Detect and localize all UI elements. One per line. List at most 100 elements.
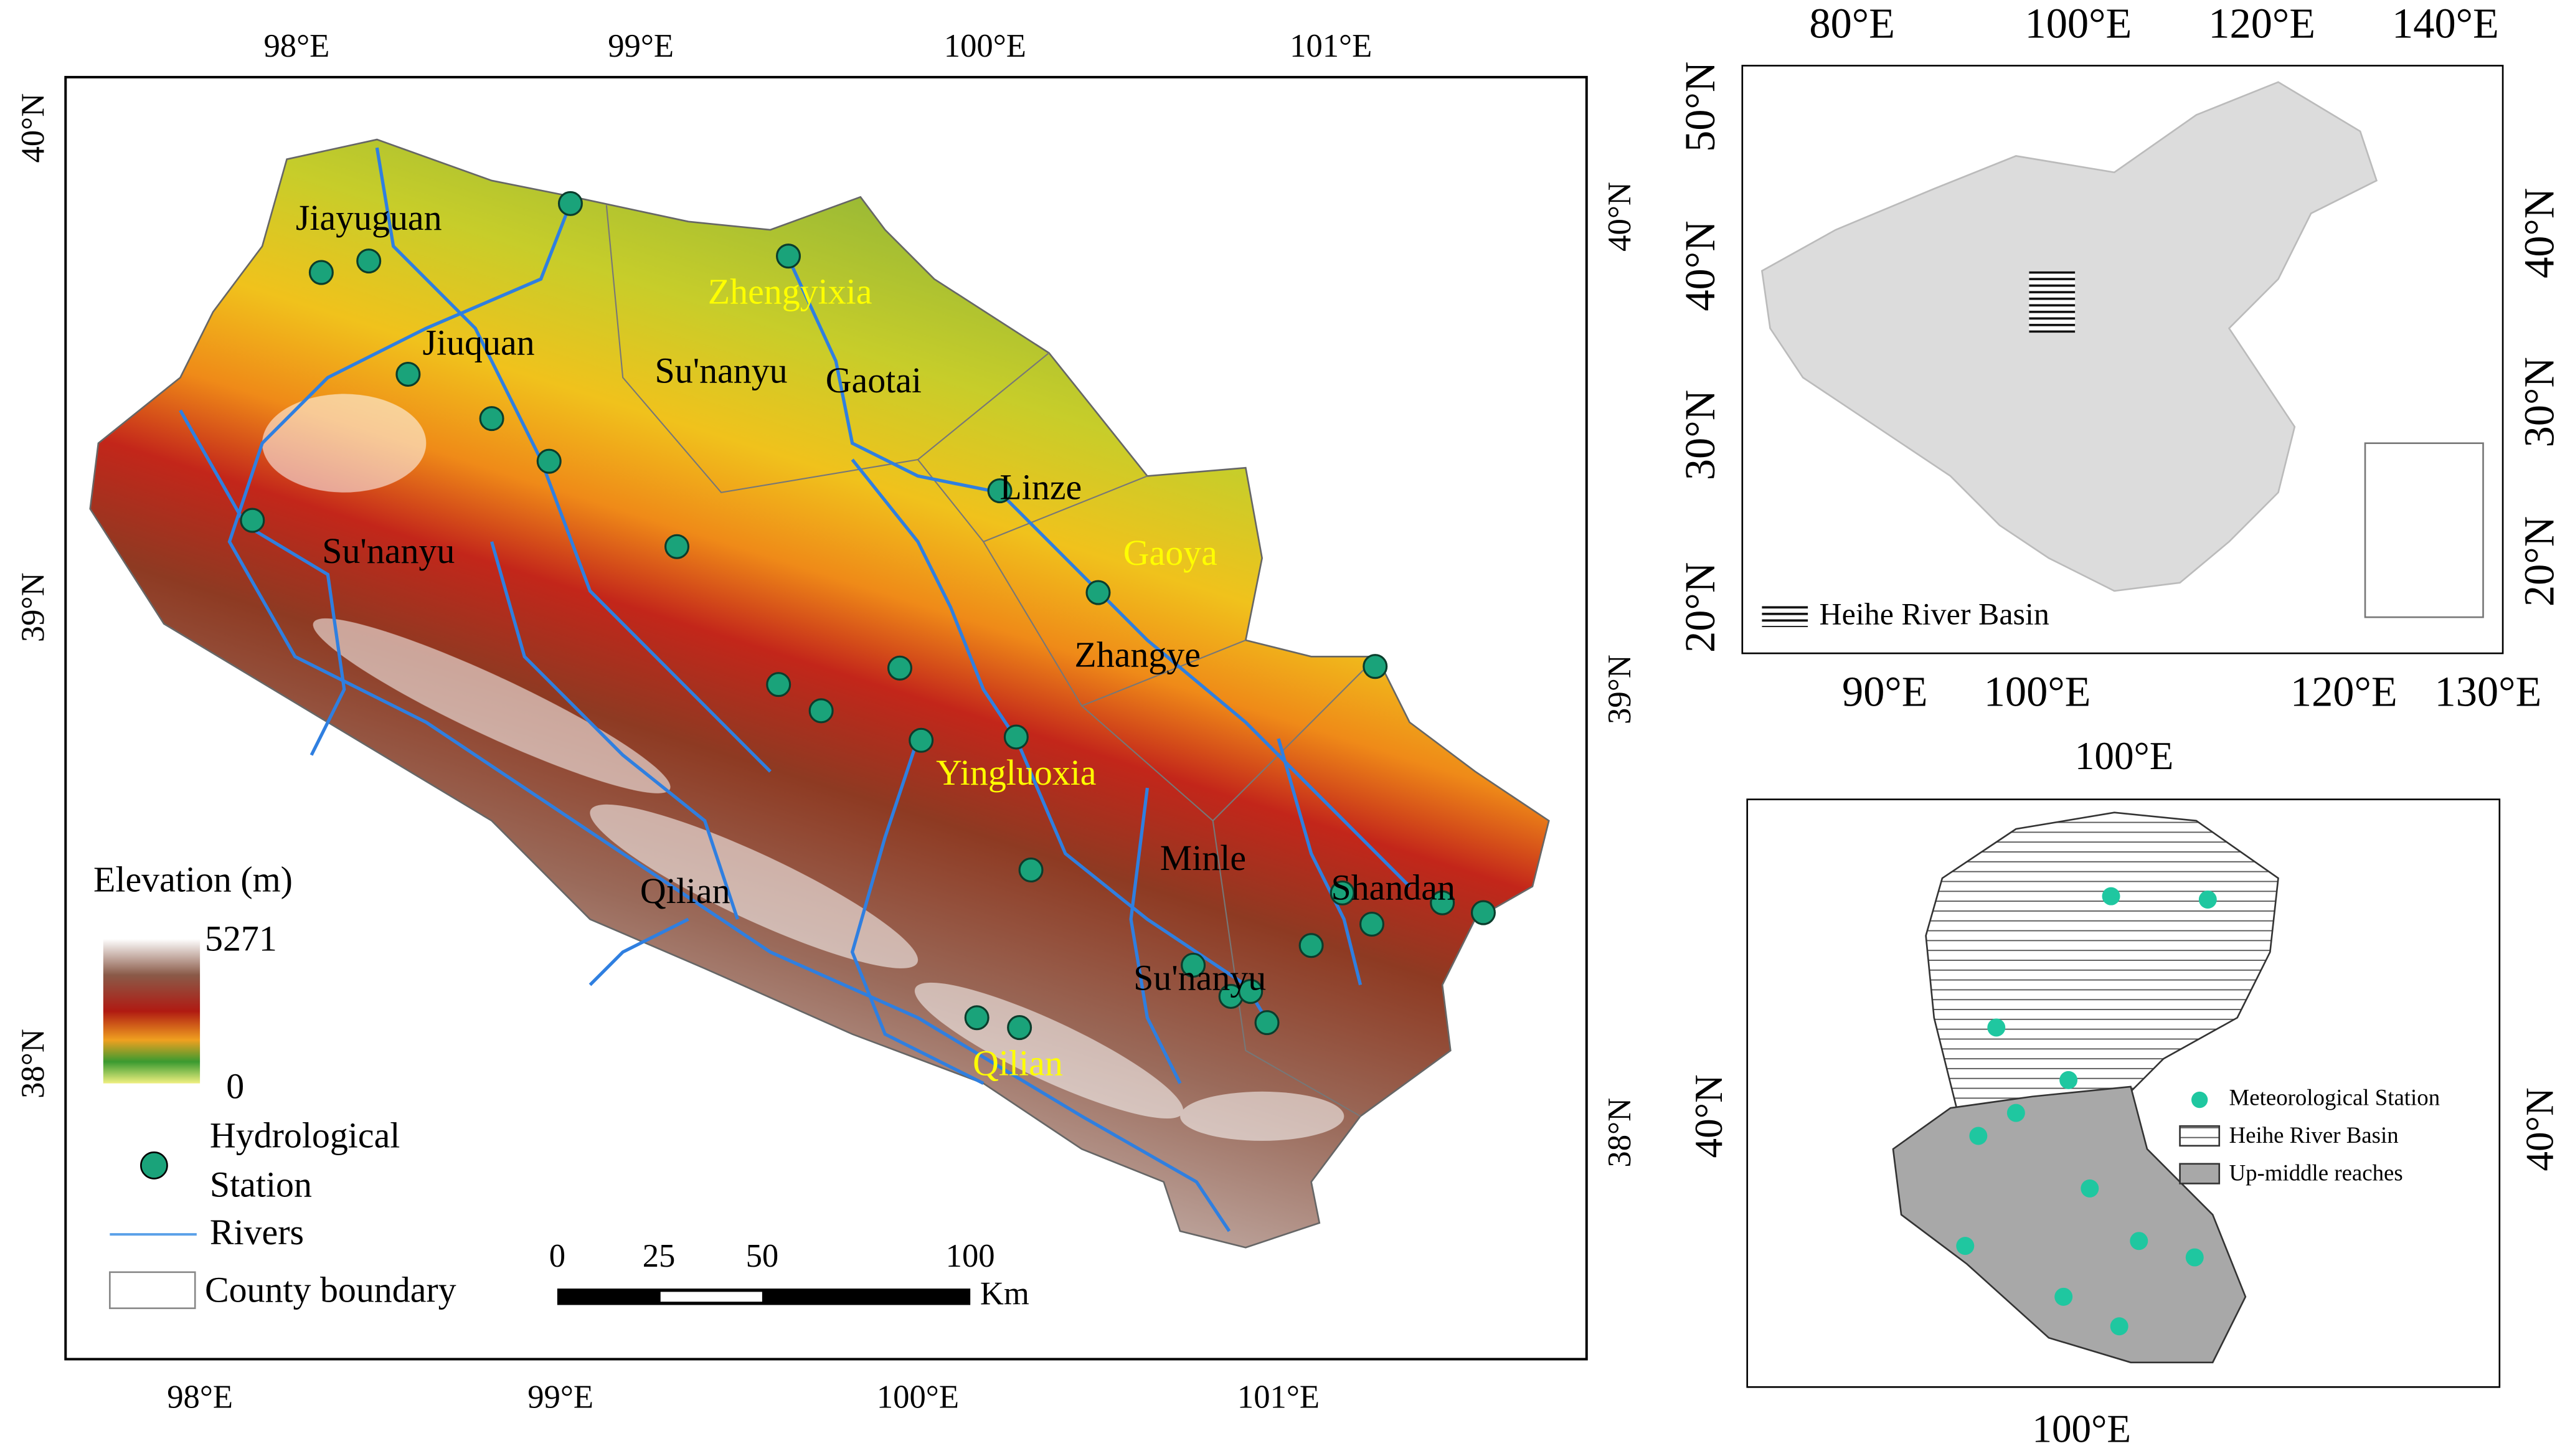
- basin-legend: Heihe River Basin: [2229, 1122, 2399, 1148]
- meteorological-station: [2054, 1287, 2073, 1306]
- lon-label: 100°E: [2032, 1407, 2131, 1451]
- place-label: Qilian: [640, 871, 730, 911]
- hydrological-station: [240, 508, 265, 533]
- legend: Elevation (m) 5271 0 Hydrological Statio…: [93, 859, 456, 1310]
- heihe-basin: [1925, 811, 2279, 1117]
- hydrological-station: [1238, 979, 1264, 1005]
- scale-tick-label: 0: [549, 1238, 565, 1274]
- hydrological-station: [1359, 911, 1385, 937]
- lon-label: 130°E: [2435, 668, 2542, 715]
- lat-label: 30°N: [2516, 357, 2563, 447]
- lon-label: 98°E: [263, 28, 329, 64]
- hydrological-station: [1363, 654, 1388, 679]
- hydrological-station: [1254, 1010, 1280, 1036]
- lat-label: 50°N: [1676, 62, 1724, 152]
- place-label: Shandan: [1331, 867, 1455, 908]
- met-symbol: [2191, 1091, 2208, 1109]
- scale-tick-label: 100: [946, 1238, 995, 1274]
- hydrological-station: [395, 361, 421, 387]
- basin-outline: [89, 138, 1550, 1249]
- place-label: Qilian: [973, 1043, 1063, 1084]
- legend-rivers: Rivers: [210, 1212, 304, 1252]
- hydrological-station: [1298, 933, 1324, 958]
- place-label: Su'nanyu: [322, 531, 455, 571]
- place-label: Su'nanyu: [1133, 958, 1266, 998]
- lat-label: 40°N: [1602, 182, 1638, 252]
- lon-label: 100°E: [2024, 0, 2132, 47]
- lat-label: 40°N: [2516, 188, 2563, 278]
- hydrological-station: [1330, 880, 1355, 905]
- lon-label: 98°E: [167, 1379, 233, 1415]
- hydrological-station: [1003, 724, 1029, 750]
- place-label: Linze: [999, 466, 1082, 507]
- hydrological-station: [557, 191, 583, 216]
- lon-label: 100°E: [1984, 668, 2091, 715]
- south-sea-inset: [2364, 442, 2484, 618]
- elevation-ramp: [103, 938, 201, 1084]
- lon-label: 101°E: [1290, 28, 1372, 64]
- meteorological-station: [1987, 1018, 2006, 1037]
- meteorological-station: [2185, 1248, 2204, 1267]
- lat-label: 39°N: [15, 572, 51, 642]
- hydrological-station: [479, 406, 504, 432]
- lat-label: 40°N: [15, 93, 51, 163]
- county-symbol: [109, 1271, 196, 1310]
- hydrological-station: [987, 478, 1013, 504]
- legend-county: County boundary: [205, 1269, 456, 1310]
- place-label: Gaotai: [826, 360, 922, 400]
- scale-unit: Km: [980, 1275, 1029, 1312]
- lon-label: 140°E: [2392, 0, 2499, 47]
- meteorological-station: [2198, 890, 2217, 909]
- place-label: Zhengyixia: [708, 272, 872, 312]
- lat-label: 40°N: [1676, 220, 1724, 311]
- place-label: Yingluoxia: [936, 752, 1096, 793]
- elev-min: 0: [226, 1066, 244, 1106]
- station-symbol: [140, 1151, 168, 1179]
- legend-title: Elevation (m): [93, 859, 293, 899]
- meteorological-station: [2110, 1317, 2128, 1336]
- up-middle-reaches: [1892, 1085, 2247, 1364]
- china-legend: Heihe River Basin: [1820, 597, 2049, 631]
- lon-label: 99°E: [527, 1379, 593, 1415]
- meteorological-station: [2059, 1071, 2078, 1089]
- lat-label: 20°N: [1676, 562, 1724, 653]
- hydrological-station: [808, 698, 834, 724]
- hydrological-station: [1430, 890, 1455, 915]
- lat-label: 40°N: [1687, 1074, 1731, 1158]
- hydrological-station: [887, 655, 912, 681]
- place-label: Jiayuguan: [296, 197, 442, 238]
- heihe-symbol: [1762, 603, 1808, 627]
- place-label: Su'nanyu: [655, 350, 788, 390]
- scale-bar: Km: [557, 1275, 1029, 1312]
- meteorological-station: [2006, 1104, 2025, 1122]
- place-label: Jiuquan: [422, 322, 534, 362]
- lat-label: 38°N: [1602, 1098, 1638, 1168]
- reach-symbol: [2179, 1163, 2221, 1184]
- lon-label: 120°E: [2290, 668, 2398, 715]
- scale-tick-label: 25: [643, 1238, 676, 1274]
- hydrological-station: [909, 727, 934, 753]
- lat-label: 30°N: [1676, 390, 1724, 480]
- basin-legend: Up-middle reaches: [2229, 1160, 2403, 1186]
- lon-label: 120°E: [2208, 0, 2315, 47]
- county-boundaries: [605, 205, 1377, 1117]
- hydrological-station: [1018, 857, 1044, 883]
- meteorological-station: [1969, 1127, 1988, 1145]
- hydrological-station: [356, 248, 382, 274]
- lon-label: 100°E: [877, 1379, 959, 1415]
- lon-label: 101°E: [1237, 1379, 1320, 1415]
- lat-label: 20°N: [2516, 516, 2563, 607]
- china-outline: [1760, 81, 2378, 592]
- legend-station: Station: [210, 1165, 312, 1205]
- lat-label: 40°N: [2518, 1087, 2561, 1171]
- lon-label: 100°E: [2075, 734, 2174, 778]
- lon-label: 100°E: [944, 28, 1026, 64]
- lon-label: 90°E: [1842, 668, 1928, 715]
- lat-label: 38°N: [15, 1029, 51, 1099]
- hydrological-station: [1181, 952, 1206, 978]
- hydrological-station: [664, 534, 690, 559]
- meteorological-station: [2102, 887, 2120, 905]
- meteorological-station: [2130, 1232, 2148, 1250]
- elev-max: 5271: [205, 918, 277, 958]
